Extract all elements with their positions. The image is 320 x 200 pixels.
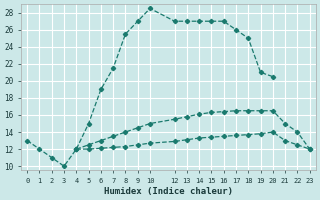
X-axis label: Humidex (Indice chaleur): Humidex (Indice chaleur) xyxy=(104,187,233,196)
